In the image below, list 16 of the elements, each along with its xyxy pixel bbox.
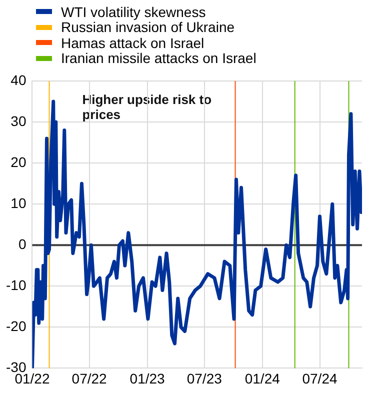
y-tick-label: 40 xyxy=(10,72,26,88)
x-tick-label: 07/24 xyxy=(302,370,338,386)
x-tick-label: 07/22 xyxy=(72,370,108,386)
y-tick-label: -10 xyxy=(6,277,26,293)
y-tick-label: -20 xyxy=(6,318,26,334)
y-tick-label: 30 xyxy=(10,112,26,129)
x-tick-label: 01/24 xyxy=(244,370,280,386)
legend-label: WTI volatility skewness xyxy=(61,4,206,20)
legend-label: Russian invasion of Ukraine xyxy=(61,19,235,35)
y-tick-label: 10 xyxy=(10,194,26,211)
x-tick-label: 01/23 xyxy=(130,370,166,386)
y-tick-label: 20 xyxy=(10,154,26,170)
legend-label: Iranian missile attacks on Israel xyxy=(61,50,256,66)
legend-label: Hamas attack on Israel xyxy=(61,34,204,50)
y-tick-label: 0 xyxy=(18,236,26,252)
x-tick-label: 07/23 xyxy=(186,370,222,386)
